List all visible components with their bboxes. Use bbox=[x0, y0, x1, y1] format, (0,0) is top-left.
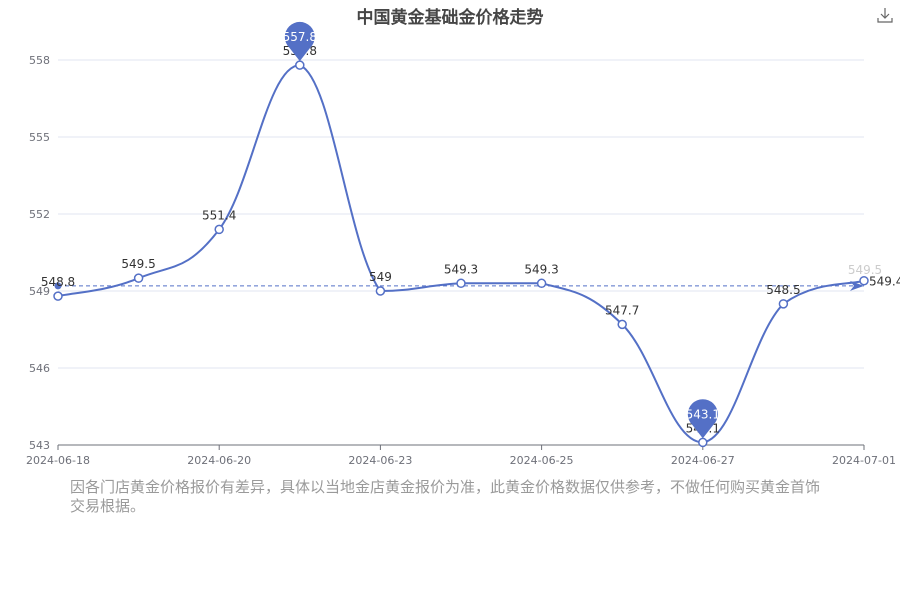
axes: 543 546 549 552 555 558 2024-06-18 2024-06-20 20… bbox=[26, 54, 896, 467]
data-label: 549 bbox=[369, 270, 392, 284]
data-labels: 548.8549.5551.4557.8549549.3549.3547.754… bbox=[41, 44, 900, 435]
series-line bbox=[57, 64, 865, 444]
data-label: 548.8 bbox=[41, 275, 75, 289]
data-point bbox=[536, 278, 547, 289]
data-label: 548.5 bbox=[766, 283, 800, 297]
data-point bbox=[295, 60, 305, 70]
x-tick-label: 2024-06-27 bbox=[671, 454, 735, 467]
data-point bbox=[375, 286, 386, 296]
data-point bbox=[53, 291, 63, 301]
data-point bbox=[698, 437, 708, 448]
x-tick-label: 2024-06-23 bbox=[348, 454, 412, 467]
min-marker-pin bbox=[687, 399, 718, 439]
x-tick-label: 2024-06-18 bbox=[26, 454, 90, 467]
y-tick-label: 555 bbox=[29, 131, 50, 144]
disclaimer-note: 因各门店黄金价格报价有差异，具体以当地金店黄金报价为准，此黄金价格数据仅供参考，… bbox=[70, 478, 821, 515]
x-tick-label: 2024-07-01 bbox=[832, 454, 896, 467]
grid-lines bbox=[58, 59, 864, 446]
extreme-markers: 557.8 543.1 bbox=[283, 21, 720, 439]
series-line-group bbox=[57, 64, 865, 444]
chart-title: 中国黄金基础金价格走势 bbox=[356, 8, 544, 28]
y-tick-label: 543 bbox=[29, 439, 50, 452]
data-label: 549.4 bbox=[869, 275, 900, 289]
data-label: 549.3 bbox=[524, 262, 558, 276]
max-marker-pin-label: 557.8 bbox=[283, 30, 317, 44]
y-tick-label: 549 bbox=[29, 285, 50, 298]
data-label: 551.4 bbox=[202, 208, 236, 222]
y-tick-label: 558 bbox=[29, 54, 50, 67]
x-tick-label: 2024-06-25 bbox=[510, 454, 574, 467]
y-tick-label: 546 bbox=[29, 362, 50, 375]
data-point bbox=[859, 275, 869, 286]
average-line-label: 549.5 bbox=[848, 263, 882, 277]
x-tick-label: 2024-06-20 bbox=[187, 454, 251, 467]
data-point bbox=[456, 278, 466, 289]
download-icon-graphic bbox=[877, 8, 893, 23]
average-line-start-marker bbox=[54, 282, 62, 290]
data-point bbox=[133, 273, 144, 283]
data-label: 549.5 bbox=[121, 257, 155, 271]
data-point bbox=[778, 299, 789, 309]
download-icon[interactable] bbox=[876, 6, 894, 24]
max-marker-pin bbox=[284, 21, 315, 62]
data-point bbox=[617, 319, 627, 330]
data-label: 547.7 bbox=[605, 303, 639, 317]
data-label: 549.3 bbox=[444, 262, 478, 276]
min-marker-pin-label: 543.1 bbox=[686, 407, 720, 421]
y-tick-label: 552 bbox=[29, 208, 50, 221]
data-point bbox=[214, 224, 224, 235]
data-points bbox=[53, 60, 869, 448]
